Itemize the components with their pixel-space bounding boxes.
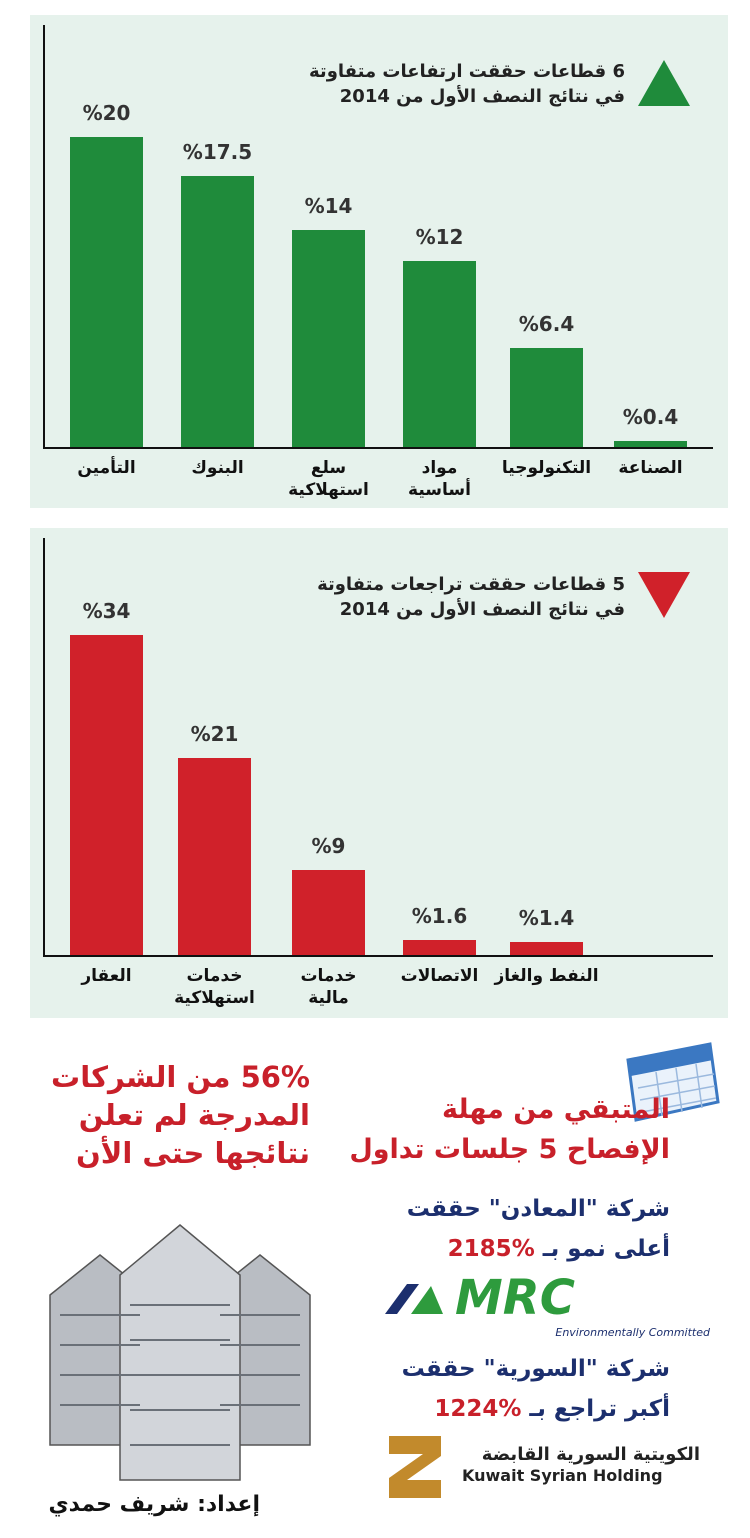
bar (70, 635, 143, 955)
category-label: الصناعة (618, 458, 683, 478)
chart-panel (30, 528, 728, 1018)
category-label: النفط والغاز (494, 966, 599, 986)
value-label: %17.5 (182, 139, 253, 164)
deadline-note: المتبقي من مهلة الإفصاح 5 جلسات تداول (349, 1094, 670, 1165)
y-axis (43, 25, 45, 447)
category-label: الاتصالات (400, 966, 479, 986)
chart-title: 5 قطاعات حققت تراجعات متفاوتة في نتائج ا… (317, 574, 625, 620)
mrc-tagline: Environmentally Committed (555, 1326, 711, 1339)
y-axis (43, 538, 45, 955)
value-label: %34 (82, 599, 131, 624)
credit: إعداد: شريف حمدي (48, 1492, 260, 1517)
bar (178, 757, 251, 955)
value-label: %1.6 (411, 903, 468, 928)
bar (510, 347, 583, 447)
mrc-figure: %2185 (447, 1236, 535, 1262)
ksh-name-ar: الكويتية السورية القابضة (481, 1444, 700, 1465)
ksh-text: أكبر تراجع بـ (529, 1396, 670, 1422)
value-label: %0.4 (622, 404, 679, 429)
value-label: %21 (190, 721, 239, 746)
unreported-note: 56% من الشركات المدرجة لم تعلن نتائجها ح… (51, 1060, 310, 1170)
value-label: %6.4 (518, 311, 575, 336)
bar (403, 261, 476, 447)
value-label: %20 (82, 101, 131, 125)
chart-title: 6 قطاعات حققت ارتفاعات متفاوتة في نتائج … (309, 61, 625, 107)
bar (181, 175, 254, 447)
ksh-name-en: Kuwait Syrian Holding (462, 1466, 663, 1485)
ksh-decline: أكبر تراجع بـ %1224 (310, 1396, 670, 1422)
mrc-logo: MRC Environmentally Committed (385, 1272, 711, 1339)
mrc-logo-text: MRC (455, 1272, 575, 1326)
bar (292, 230, 365, 447)
category-label: خدمات مالية (300, 966, 357, 1008)
bar (292, 870, 365, 955)
category-label: خدمات استهلاكية (174, 966, 255, 1008)
down-arrow (638, 572, 690, 618)
ksh-line: شركة "السورية" حققت (401, 1356, 670, 1382)
x-axis (43, 955, 713, 957)
value-label: %14 (304, 194, 353, 218)
ksh-logo (389, 1436, 441, 1498)
mrc-growth: أعلى نمو بـ %2185 (310, 1236, 670, 1262)
value-label: %12 (415, 225, 464, 249)
bar (403, 939, 476, 955)
buildings-illustration (49, 1224, 311, 1481)
value-label: %9 (311, 834, 346, 859)
category-label: سلع استهلاكية (288, 458, 369, 500)
bar (510, 941, 583, 955)
chart-panel (30, 15, 728, 508)
category-label: البنوك (191, 458, 244, 478)
bar (70, 137, 143, 447)
mrc-line: شركة "المعادن" حققت (406, 1196, 670, 1222)
mrc-text: أعلى نمو بـ (542, 1236, 670, 1262)
up-arrow (638, 60, 690, 106)
ksh-figure: %1224 (434, 1396, 522, 1422)
category-label: التأمين (77, 458, 136, 478)
category-label: التكنولوجيا (501, 458, 592, 478)
category-label: مواد أساسية (408, 458, 471, 500)
bar (614, 440, 687, 447)
category-label: العقار (81, 966, 132, 986)
value-label: %1.4 (518, 905, 575, 930)
x-axis (43, 447, 713, 449)
calendar-icon (626, 1042, 720, 1122)
